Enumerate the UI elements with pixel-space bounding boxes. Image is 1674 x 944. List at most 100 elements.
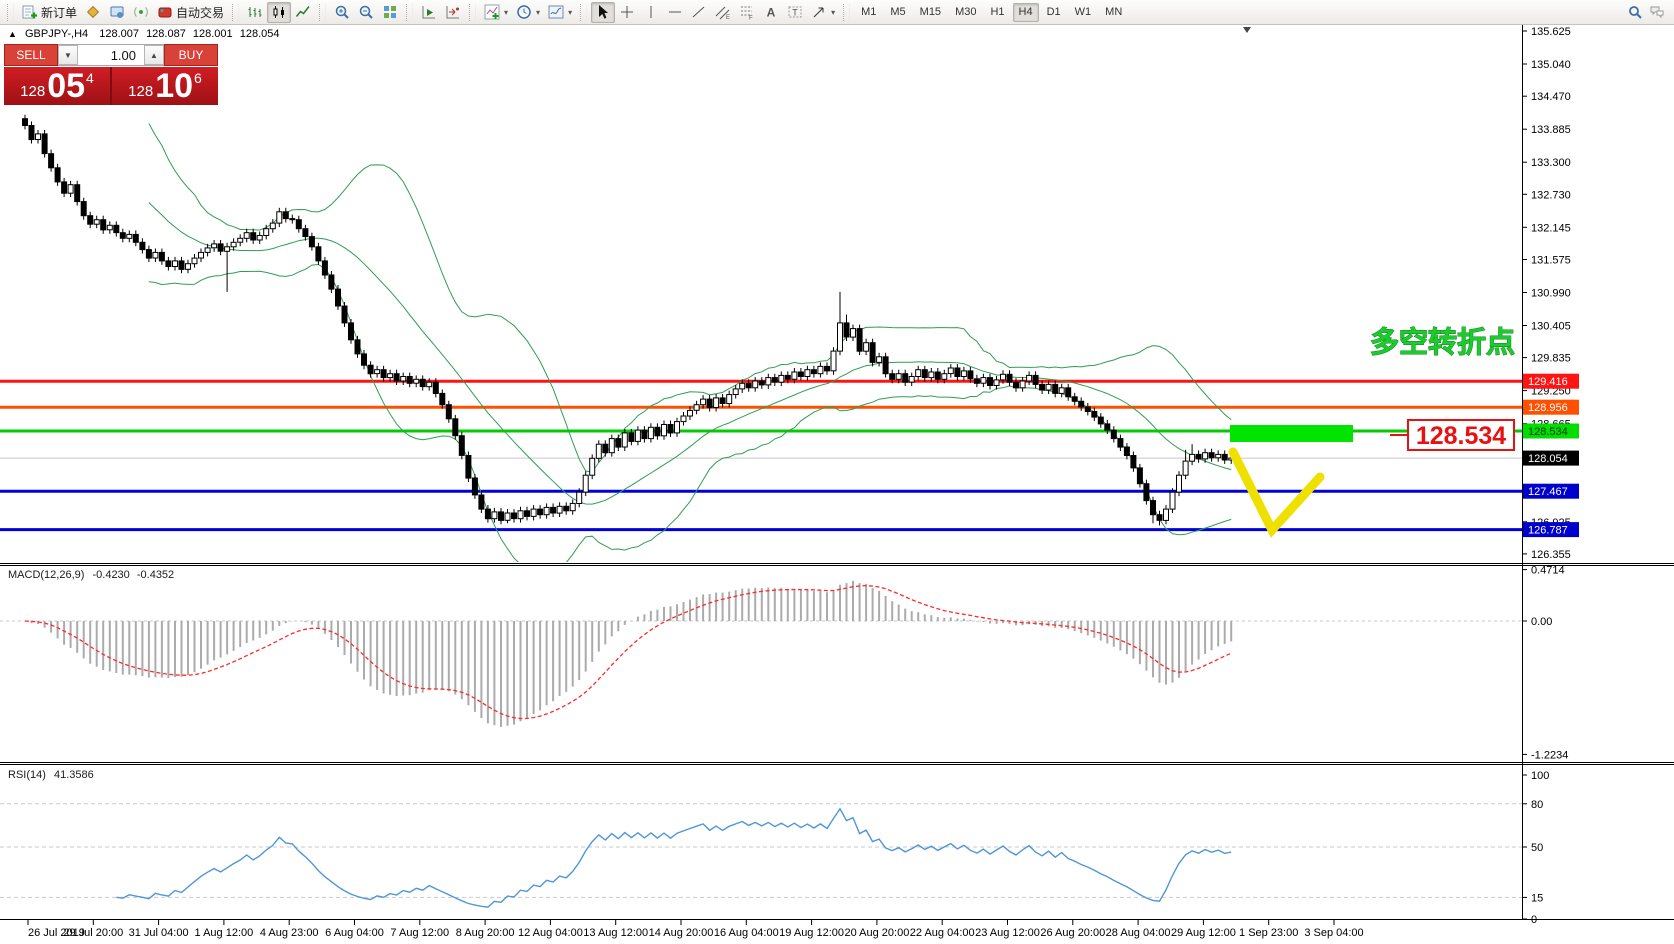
cursor-tool-button[interactable] bbox=[591, 1, 616, 23]
price-axis[interactable]: 135.625 135.040 134.470 133.885 133.300 132.7… bbox=[1522, 26, 1579, 561]
macd-axis-label: 0.00 bbox=[1531, 616, 1552, 628]
macd-value-signal: -0.4352 bbox=[137, 569, 174, 581]
chart-annotations[interactable] bbox=[1228, 425, 1353, 538]
signals-button[interactable] bbox=[129, 2, 153, 23]
text-icon: A bbox=[767, 6, 776, 20]
zoom-in-button[interactable] bbox=[330, 2, 354, 23]
price-tag-annotation[interactable]: 128.534 bbox=[1390, 419, 1515, 451]
volume-decrease-button[interactable]: ▼ bbox=[58, 45, 78, 65]
tile-windows-button[interactable] bbox=[378, 2, 402, 23]
clock-icon bbox=[517, 5, 531, 19]
trendline-icon bbox=[692, 6, 705, 18]
turning-point-annotation-text[interactable]: 多空转折点 bbox=[1370, 325, 1516, 360]
tab-timeframe-h4[interactable]: H4 bbox=[1012, 2, 1039, 22]
crosshair-icon bbox=[621, 6, 634, 18]
template-icon bbox=[548, 5, 564, 19]
rsi-axis-label: 15 bbox=[1531, 892, 1543, 904]
terminal-button[interactable] bbox=[105, 2, 129, 23]
indicators-icon bbox=[484, 4, 500, 20]
horizontal-line-tool-button[interactable] bbox=[663, 2, 687, 23]
toolbar-grip bbox=[843, 3, 851, 21]
macd-name: MACD(12,26,9) bbox=[8, 569, 84, 581]
zoom-out-icon bbox=[359, 5, 373, 19]
indicators-button[interactable]: ▾ bbox=[480, 2, 512, 23]
search-icon[interactable] bbox=[1627, 4, 1643, 20]
sell-price-point: 4 bbox=[86, 70, 94, 86]
sell-button[interactable]: SELL bbox=[4, 44, 58, 66]
expand-arrow-icon: ▲ bbox=[8, 29, 17, 39]
history-center-button[interactable] bbox=[81, 2, 105, 23]
chat-icon[interactable] bbox=[1649, 4, 1665, 20]
time-axis-label: 31 Jul 04:00 bbox=[129, 927, 189, 939]
tab-timeframe-h1[interactable]: H1 bbox=[984, 3, 1010, 22]
tab-timeframe-w1[interactable]: W1 bbox=[1069, 3, 1098, 22]
time-axis-label: 23 Aug 12:00 bbox=[975, 927, 1040, 939]
macd-label: MACD(12,26,9) -0.4230 -0.4352 bbox=[8, 569, 174, 581]
gold-badge-icon bbox=[86, 5, 100, 19]
auto-trading-icon bbox=[158, 7, 172, 18]
tab-timeframe-m30[interactable]: M30 bbox=[949, 3, 982, 22]
price-line-label: 128.534 bbox=[1528, 426, 1568, 438]
toolbar-grip bbox=[580, 3, 588, 21]
panel-frame-lines bbox=[0, 25, 1674, 920]
time-axis-label: 26 Jul 2019 bbox=[28, 927, 85, 939]
tab-timeframe-m5[interactable]: M5 bbox=[884, 3, 911, 22]
yellow-v-mark[interactable] bbox=[1228, 447, 1325, 538]
zoom-in-icon bbox=[335, 5, 349, 19]
line-chart-icon bbox=[295, 6, 310, 17]
channel-tool-button[interactable]: E bbox=[711, 2, 735, 23]
time-axis-label: 6 Aug 04:00 bbox=[325, 927, 384, 939]
tab-timeframe-m15[interactable]: M15 bbox=[914, 3, 947, 22]
trendline-tool-button[interactable] bbox=[687, 2, 711, 23]
signal-icon bbox=[134, 7, 148, 17]
line-chart-button[interactable] bbox=[291, 2, 315, 23]
periods-button[interactable]: ▾ bbox=[512, 2, 544, 23]
sell-price-display[interactable]: 128 05 4 bbox=[4, 67, 110, 105]
text-tool-button[interactable]: A bbox=[759, 2, 783, 23]
candlestick-chart-button[interactable] bbox=[267, 1, 292, 23]
chart-shift-marker[interactable] bbox=[1243, 27, 1251, 33]
buy-price-display[interactable]: 128 10 6 bbox=[112, 67, 218, 105]
text-label-tool-button[interactable]: T bbox=[783, 2, 807, 23]
price-tag-box bbox=[1407, 419, 1515, 451]
volume-increase-button[interactable]: ▲ bbox=[144, 45, 164, 65]
zoom-out-button[interactable] bbox=[354, 2, 378, 23]
candlestick-series[interactable] bbox=[22, 114, 1235, 526]
volume-stepper: ▼ ▲ bbox=[58, 44, 164, 66]
time-axis-label: 29 Jul 20:00 bbox=[63, 927, 123, 939]
fibonacci-tool-button[interactable]: F bbox=[735, 2, 759, 23]
auto-trading-button[interactable]: 自动交易 bbox=[153, 2, 228, 23]
arrows-tool-button[interactable]: ▾ bbox=[807, 2, 839, 23]
buy-button[interactable]: BUY bbox=[164, 44, 218, 66]
rsi-indicator-panel[interactable]: 1008050150 bbox=[0, 770, 1549, 926]
macd-indicator-panel[interactable]: 0.4714 0.00 -1.2234 bbox=[0, 565, 1568, 762]
price-tick-label: 132.730 bbox=[1531, 189, 1571, 201]
templates-button[interactable]: ▾ bbox=[544, 2, 576, 23]
chart-shift-button[interactable] bbox=[441, 2, 465, 23]
time-axis-label: 3 Sep 04:00 bbox=[1304, 927, 1363, 939]
auto-scroll-button[interactable] bbox=[417, 2, 441, 23]
price-tick-label: 131.575 bbox=[1531, 255, 1571, 267]
volume-input[interactable] bbox=[78, 45, 144, 65]
tab-timeframe-m1[interactable]: M1 bbox=[855, 3, 882, 22]
time-axis-label: 1 Sep 23:00 bbox=[1239, 927, 1298, 939]
crosshair-tool-button[interactable] bbox=[615, 2, 639, 23]
dropdown-caret-icon: ▾ bbox=[504, 7, 509, 17]
time-axis-label: 19 Aug 12:00 bbox=[779, 927, 844, 939]
vertical-line-tool-button[interactable] bbox=[639, 2, 663, 23]
highlight-zone-box[interactable] bbox=[1230, 425, 1353, 442]
new-order-button[interactable]: 新订单 bbox=[18, 2, 81, 23]
dropdown-caret-icon: ▾ bbox=[831, 7, 836, 17]
time-axis-label: 28 Aug 04:00 bbox=[1106, 927, 1171, 939]
tab-timeframe-d1[interactable]: D1 bbox=[1041, 3, 1067, 22]
tab-timeframe-mn[interactable]: MN bbox=[1099, 3, 1128, 22]
fibonacci-icon: F bbox=[741, 6, 753, 20]
horizontal-price-lines[interactable] bbox=[0, 379, 1522, 532]
rsi-name: RSI(14) bbox=[8, 769, 46, 781]
auto-scroll-icon bbox=[422, 6, 436, 19]
text-label-icon: T bbox=[788, 6, 802, 18]
new-order-label: 新订单 bbox=[41, 5, 78, 20]
bar-chart-button[interactable] bbox=[243, 2, 267, 23]
